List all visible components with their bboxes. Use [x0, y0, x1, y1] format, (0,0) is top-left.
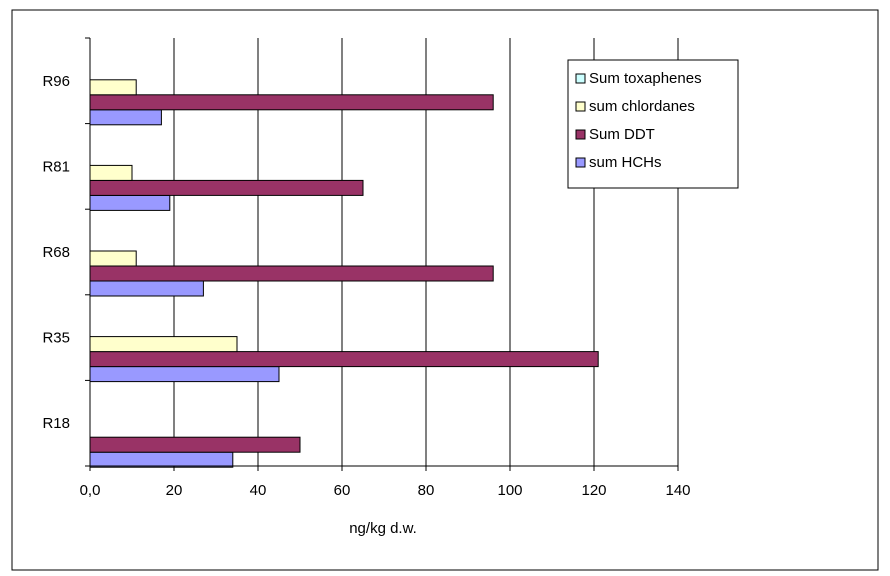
bar-sum-hchs-r68	[89, 280, 204, 297]
legend-swatch	[575, 73, 586, 84]
bar-sum-hchs-r18	[89, 451, 234, 468]
x-axis-label: ng/kg d.w.	[349, 520, 417, 537]
bars-layer	[89, 79, 599, 468]
legend-label: sum HCHs	[589, 154, 662, 171]
category-label-r18: R18	[42, 415, 70, 432]
x-tick-label: 20	[166, 482, 183, 499]
legend-label: Sum toxaphenes	[589, 70, 702, 87]
x-tick-label: 40	[250, 482, 267, 499]
bar-sum-ddt-r18	[89, 436, 301, 453]
bar-sum-chlordanes-r68	[89, 250, 137, 267]
bar-sum-hchs-r35	[89, 366, 280, 383]
bar-sum-ddt-r35	[89, 351, 599, 368]
category-label-r96: R96	[42, 73, 70, 90]
category-label-r35: R35	[42, 330, 70, 347]
legend-label: Sum DDT	[589, 126, 655, 143]
axes-layer: 0,0 20 40 60 80 100 120 140 R18 R35 R68 R81 R96	[42, 37, 691, 499]
legend: Sum toxaphenes sum chlordanes Sum DDT sum H…	[567, 59, 739, 189]
x-tick-label: 0,0	[80, 482, 101, 499]
x-tick-label: 80	[418, 482, 435, 499]
legend-swatch	[575, 129, 586, 140]
bar-sum-ddt-r68	[89, 265, 494, 282]
category-label-r81: R81	[42, 158, 70, 175]
bar-sum-chlordanes-r81	[89, 164, 133, 181]
legend-label: sum chlordanes	[589, 98, 695, 115]
x-tick-label: 100	[497, 482, 522, 499]
x-tick-label: 60	[334, 482, 351, 499]
category-label-r68: R68	[42, 244, 70, 261]
bar-sum-hchs-r96	[89, 109, 162, 126]
bar-sum-hchs-r81	[89, 194, 171, 211]
legend-swatch	[575, 101, 586, 112]
bar-sum-ddt-r96	[89, 94, 494, 111]
bar-sum-chlordanes-r96	[89, 79, 137, 96]
x-tick-label: 140	[665, 482, 690, 499]
legend-box	[567, 59, 739, 189]
legend-swatch	[575, 157, 586, 168]
bar-sum-ddt-r81	[89, 179, 364, 196]
bar-sum-chlordanes-r35	[89, 336, 238, 353]
x-tick-label: 120	[581, 482, 606, 499]
